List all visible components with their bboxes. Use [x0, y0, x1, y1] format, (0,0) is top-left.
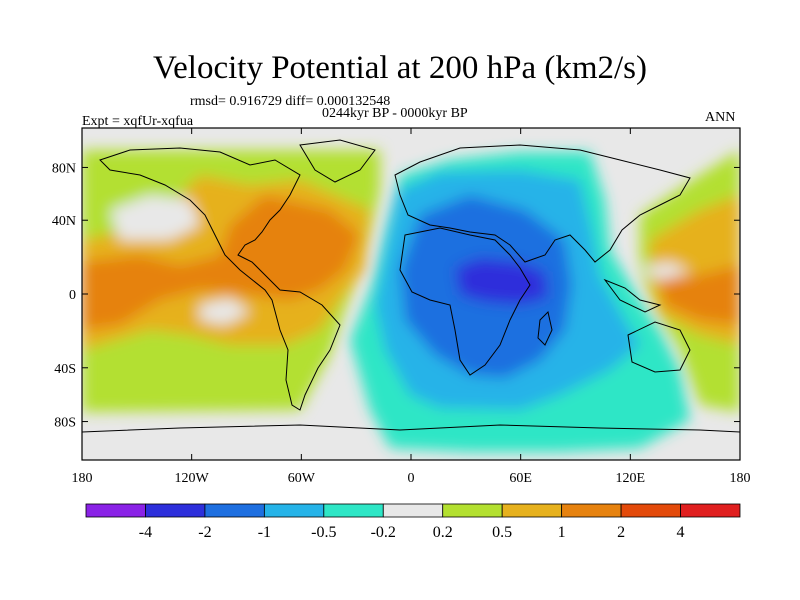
colorbar-swatch	[501, 503, 563, 518]
lon-label: 120W	[175, 471, 210, 486]
period-text: 0244kyr BP - 0000kyr BP	[322, 106, 468, 121]
lon-label: 120E	[616, 471, 646, 486]
madagascar-outline	[537, 311, 553, 346]
lon-label: 60W	[288, 471, 316, 486]
coastlines	[82, 139, 740, 433]
colorbar-label: 0.2	[433, 524, 453, 541]
lon-label: 60E	[509, 471, 532, 486]
americas-outline	[99, 147, 341, 411]
longitude-axis: 180 120W 60W 0 60E 120E 180	[72, 128, 751, 486]
plot-title: Velocity Potential at 200 hPa (km2/s)	[152, 50, 648, 86]
colorbar-label: 1	[558, 524, 566, 541]
lat-label: 80N	[52, 161, 76, 176]
contour-field	[82, 128, 740, 460]
colorbar-swatch	[680, 503, 741, 518]
latitude-axis: 80N 40N 0 40S 80S	[52, 161, 740, 431]
africa-outline	[399, 227, 531, 376]
colorbar-swatch	[561, 503, 622, 518]
colorbar-swatch	[145, 503, 206, 518]
antarctica-outline	[82, 424, 740, 433]
lat-label: 80S	[54, 416, 76, 431]
colorbar-swatch	[620, 503, 681, 518]
lon-label: 0	[408, 471, 415, 486]
season-label: ANN	[705, 110, 736, 125]
stats-text: rmsd= 0.916729 diff= 0.000132548	[190, 94, 391, 109]
eurasia-outline	[394, 144, 691, 263]
colorbar-swatch	[85, 503, 146, 518]
colorbar-swatch	[442, 503, 503, 518]
lon-label: 180	[730, 471, 751, 486]
colorbar-label: 2	[617, 524, 625, 541]
indonesia-outline	[603, 278, 662, 313]
colorbar-swatch	[204, 503, 265, 518]
colorbar-label: -0.5	[311, 524, 336, 541]
lat-label: 40S	[54, 362, 76, 377]
colorbar-swatch	[382, 503, 444, 518]
colorbar-label: 0.5	[492, 524, 512, 541]
australia-outline	[627, 321, 691, 373]
colorbar-label: 4	[677, 524, 685, 541]
colorbar-swatch	[323, 503, 384, 518]
lon-label: 180	[72, 471, 93, 486]
colorbar-label: -4	[139, 524, 152, 541]
colorbar-swatch	[263, 503, 325, 518]
colorbar-label: -1	[258, 524, 271, 541]
colorbar: -4 -2 -1 -0.5 -0.2 0.2 0.5 1 2 4	[85, 503, 741, 541]
lat-label: 40N	[52, 214, 76, 229]
colorbar-label: -0.2	[371, 524, 396, 541]
greenland-outline	[299, 139, 376, 183]
lat-label: 0	[69, 288, 76, 303]
colorbar-label: -2	[198, 524, 211, 541]
experiment-label: Expt = xqfUr-xqfua	[82, 114, 194, 129]
